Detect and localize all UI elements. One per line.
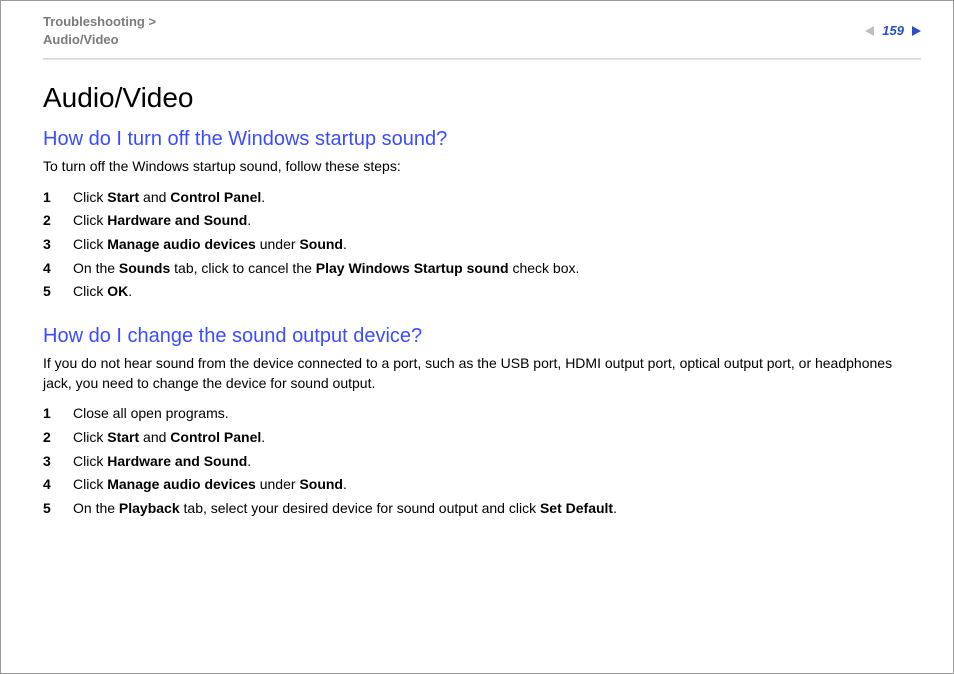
breadcrumb-category[interactable]: Troubleshooting xyxy=(43,14,156,29)
step-text: Close all open programs. xyxy=(73,405,229,421)
section-heading: How do I turn off the Windows startup so… xyxy=(43,128,921,151)
step-text: Click Hardware and Sound. xyxy=(73,212,251,228)
prev-page-arrow-icon[interactable] xyxy=(865,26,874,36)
section: How do I turn off the Windows startup so… xyxy=(43,128,921,303)
section-intro: To turn off the Windows startup sound, f… xyxy=(43,157,921,177)
step-text: On the Sounds tab, click to cancel the P… xyxy=(73,260,579,276)
breadcrumb: Troubleshooting Audio/Video xyxy=(43,13,921,48)
step-text: Click Hardware and Sound. xyxy=(73,453,251,469)
step-text: Click Manage audio devices under Sound. xyxy=(73,236,347,252)
step-item: Click OK. xyxy=(43,281,921,303)
step-item: Click Start and Control Panel. xyxy=(43,427,921,449)
step-item: Close all open programs. xyxy=(43,403,921,425)
section-intro: If you do not hear sound from the device… xyxy=(43,354,921,393)
step-text: On the Playback tab, select your desired… xyxy=(73,500,617,516)
step-item: On the Sounds tab, click to cancel the P… xyxy=(43,258,921,280)
page-content: Audio/Video How do I turn off the Window… xyxy=(1,60,953,532)
page-number: 159 xyxy=(880,23,906,38)
steps-list: Click Start and Control Panel. Click Har… xyxy=(43,187,921,303)
step-item: Click Start and Control Panel. xyxy=(43,187,921,209)
page-title: Audio/Video xyxy=(43,82,921,114)
step-item: Click Manage audio devices under Sound. xyxy=(43,474,921,496)
breadcrumb-page[interactable]: Audio/Video xyxy=(43,32,119,47)
section-heading: How do I change the sound output device? xyxy=(43,325,921,348)
page-header: Troubleshooting Audio/Video 159 xyxy=(1,1,953,54)
step-item: Click Hardware and Sound. xyxy=(43,210,921,232)
step-item: Click Hardware and Sound. xyxy=(43,451,921,473)
step-text: Click Start and Control Panel. xyxy=(73,429,265,445)
step-text: Click Manage audio devices under Sound. xyxy=(73,476,347,492)
step-item: On the Playback tab, select your desired… xyxy=(43,498,921,520)
next-page-arrow-icon[interactable] xyxy=(912,26,921,36)
step-text: Click OK. xyxy=(73,283,132,299)
document-page: Troubleshooting Audio/Video 159 Audio/Vi… xyxy=(0,0,954,674)
step-text: Click Start and Control Panel. xyxy=(73,189,265,205)
section: How do I change the sound output device?… xyxy=(43,325,921,520)
step-item: Click Manage audio devices under Sound. xyxy=(43,234,921,256)
page-nav: 159 xyxy=(865,23,921,38)
steps-list: Close all open programs. Click Start and… xyxy=(43,403,921,519)
